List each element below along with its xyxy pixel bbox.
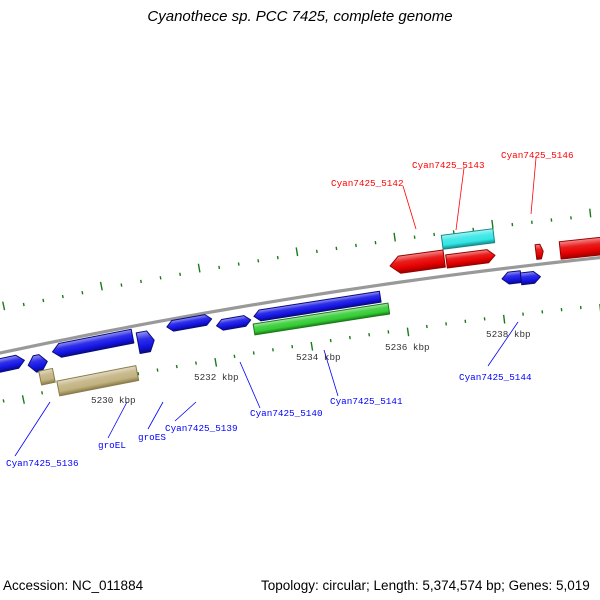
svg-text:Cyan7425_5146: Cyan7425_5146 [501, 150, 574, 161]
svg-text:5232 kbp: 5232 kbp [194, 372, 239, 383]
blue_small1 [501, 271, 521, 285]
svg-text:5236 kbp: 5236 kbp [385, 342, 430, 353]
svg-text:groES: groES [138, 432, 166, 443]
svg-text:Cyan7425_5144: Cyan7425_5144 [459, 372, 532, 383]
blueB [216, 315, 252, 331]
svg-text:Cyan7425_5142: Cyan7425_5142 [331, 178, 404, 189]
red3 [559, 235, 600, 259]
red1 [389, 250, 445, 275]
red2 [446, 249, 496, 268]
blue1 [0, 354, 26, 373]
svg-text:Cyan7425_5143: Cyan7425_5143 [412, 160, 485, 171]
svg-text:5238 kbp: 5238 kbp [486, 329, 531, 340]
tan1 [39, 368, 56, 385]
svg-text:Cyan7425_5140: Cyan7425_5140 [250, 408, 323, 419]
svg-text:Cyan7425_5141: Cyan7425_5141 [330, 396, 403, 407]
triangle [535, 244, 544, 259]
svg-text:groEL: groEL [98, 440, 126, 451]
svg-text:Cyan7425_5136: Cyan7425_5136 [6, 458, 79, 469]
blue4 [136, 330, 156, 354]
tan2 [57, 366, 139, 396]
svg-text:Cyan7425_5139: Cyan7425_5139 [165, 423, 238, 434]
blue_small2 [520, 271, 541, 285]
cyan [441, 229, 494, 250]
svg-text:5230 kbp: 5230 kbp [91, 395, 136, 406]
svg-text:5234 kbp: 5234 kbp [296, 352, 341, 363]
